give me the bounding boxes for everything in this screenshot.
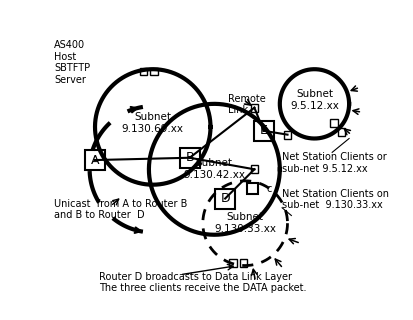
FancyBboxPatch shape xyxy=(215,188,235,209)
FancyBboxPatch shape xyxy=(150,68,158,75)
Text: Net Station Clients or
sub-net 9.5.12.xx: Net Station Clients or sub-net 9.5.12.xx xyxy=(282,152,387,174)
FancyBboxPatch shape xyxy=(229,260,237,267)
FancyBboxPatch shape xyxy=(330,119,337,127)
FancyBboxPatch shape xyxy=(251,165,258,173)
FancyBboxPatch shape xyxy=(251,104,258,112)
FancyBboxPatch shape xyxy=(85,150,105,170)
FancyBboxPatch shape xyxy=(240,260,247,267)
FancyBboxPatch shape xyxy=(254,121,274,141)
Text: Subnet
9.130.42.xx: Subnet 9.130.42.xx xyxy=(183,158,245,180)
Text: B: B xyxy=(185,151,194,164)
Text: Subnet
9.130.33.xx: Subnet 9.130.33.xx xyxy=(214,212,276,234)
FancyBboxPatch shape xyxy=(284,131,291,139)
Text: AS400
Host
SBTFTP
Server: AS400 Host SBTFTP Server xyxy=(54,40,90,85)
Text: Subnet
9.130.69.xx: Subnet 9.130.69.xx xyxy=(122,112,184,134)
Text: A: A xyxy=(91,154,99,166)
FancyBboxPatch shape xyxy=(247,183,258,194)
Text: Subnet
9.5.12.xx: Subnet 9.5.12.xx xyxy=(290,89,339,111)
FancyBboxPatch shape xyxy=(180,148,200,168)
FancyBboxPatch shape xyxy=(337,129,345,136)
Text: c: c xyxy=(267,184,272,194)
FancyBboxPatch shape xyxy=(140,68,147,75)
Text: Remote
Link: Remote Link xyxy=(228,94,266,116)
Text: Unicast  from A to Router B
and B to Router  D: Unicast from A to Router B and B to Rout… xyxy=(54,198,188,220)
Text: D: D xyxy=(220,192,230,205)
Text: Router D broadcasts to Data Link Layer
The three clients receive the DATA packet: Router D broadcasts to Data Link Layer T… xyxy=(99,272,306,293)
Text: Net Station Clients on
sub-net  9.130.33.xx: Net Station Clients on sub-net 9.130.33.… xyxy=(282,188,389,210)
Text: E: E xyxy=(260,124,268,137)
